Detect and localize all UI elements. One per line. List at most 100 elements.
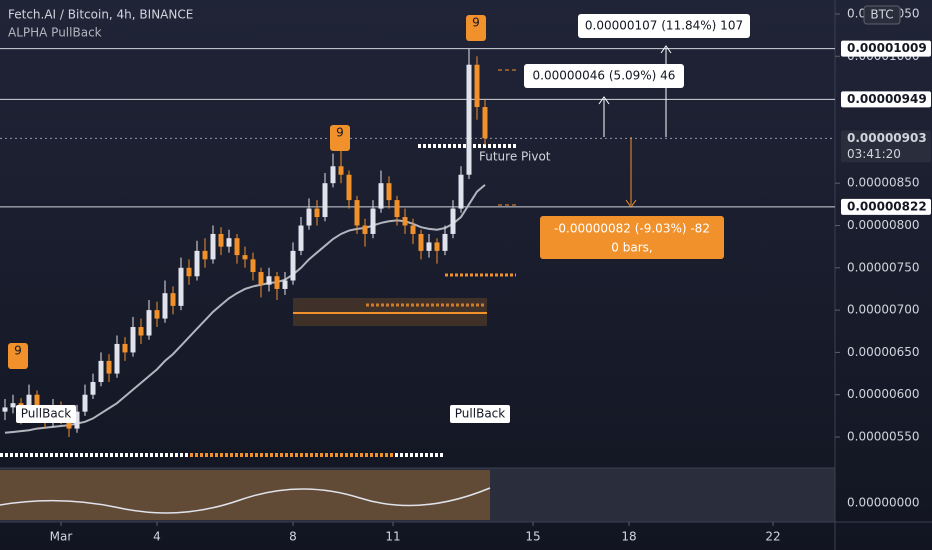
candle-body (98, 360, 104, 383)
candle-body (202, 250, 208, 260)
candle-body (130, 327, 136, 353)
measure-box (578, 14, 750, 38)
candle-body (138, 327, 144, 336)
candle-body (362, 225, 368, 234)
x-tick-label: 8 (289, 530, 297, 544)
arrow-head (598, 96, 610, 105)
pivot-label: Future Pivot (479, 150, 551, 164)
y-tick-label: 0.00000700 (847, 303, 920, 317)
candle-body (410, 225, 416, 234)
candle-body (34, 394, 40, 412)
indicator-pane (0, 468, 835, 522)
candle-body (170, 293, 176, 306)
x-tick-label: 18 (621, 530, 636, 544)
candle-body (114, 343, 120, 374)
candle-body (266, 276, 272, 285)
candle-body (82, 394, 88, 412)
currency-label: BTC (870, 8, 893, 22)
price-label: 0.00000949 (847, 92, 927, 106)
price-label: 0.00000822 (847, 199, 927, 213)
measure-label: -0.00000082 (-9.03%) -82 (554, 222, 710, 236)
candle-body (458, 174, 464, 209)
candle-body (474, 64, 480, 108)
candle-body (314, 208, 320, 218)
chart-title: Fetch.AI / Bitcoin, 4h, BINANCE (8, 8, 193, 22)
candle-body (178, 267, 184, 306)
candle-body (258, 272, 264, 285)
price-label-box (841, 91, 931, 108)
x-tick-label: 15 (525, 530, 540, 544)
indicator-band (0, 470, 490, 520)
marker-label: 9 (336, 126, 344, 140)
sequence-marker (466, 15, 486, 41)
measure-label: 0.00000107 (11.84%) 107 (585, 19, 743, 33)
measure-box (540, 216, 724, 259)
price-label: 0.00001009 (847, 41, 927, 55)
marker-label: 9 (472, 16, 480, 30)
price-label: 0.00000903 (847, 131, 927, 145)
candle-body (2, 407, 8, 412)
candle-body (234, 238, 240, 256)
candle-body (434, 242, 440, 251)
candle-body (10, 403, 16, 408)
indicator-decoration (0, 470, 491, 520)
price-label-box (841, 40, 931, 57)
x-tick-label: 4 (153, 530, 161, 544)
candle-body (450, 208, 456, 234)
marker-label: 9 (14, 344, 22, 358)
candle-body (242, 255, 248, 260)
arrow-head (660, 45, 672, 54)
measure-box (524, 64, 684, 88)
currency-badge[interactable] (863, 5, 901, 25)
y-tick-label: 0.00000750 (847, 260, 920, 274)
y-tick-label: 0.00000600 (847, 387, 920, 401)
candle-body (354, 200, 360, 226)
candle-body (210, 233, 216, 260)
candle-body (338, 166, 344, 175)
price-label-box (841, 130, 931, 163)
arrow-head (625, 199, 637, 208)
pullback-box (450, 405, 510, 423)
x-tick-label: 11 (385, 530, 400, 544)
sequence-marker (330, 125, 350, 151)
pullback-label: PullBack (455, 407, 505, 421)
candle-body (274, 276, 280, 289)
y-tick-label: 0.00000800 (847, 218, 920, 232)
candle-body (106, 360, 112, 374)
candle-body (250, 259, 256, 273)
y-tick-label: 0.00000850 (847, 176, 920, 190)
candle-body (74, 411, 80, 429)
candle-body (442, 233, 448, 251)
candle-body (386, 183, 392, 201)
measure-label: 0 bars, (611, 241, 652, 255)
candle-body (218, 233, 224, 247)
x-tick-label: 22 (765, 530, 780, 544)
candle-body (290, 250, 296, 281)
candle-body (122, 343, 128, 353)
candle-body (162, 293, 168, 319)
candle-body (482, 107, 488, 139)
candle-body (186, 267, 192, 277)
lower-pane-label: 0.00000000 (847, 496, 920, 510)
candle-body (330, 166, 336, 184)
x-tick-label: Mar (50, 530, 73, 544)
y-tick-label: 0.00000550 (847, 430, 920, 444)
sequence-marker (8, 343, 28, 369)
candle-body (378, 183, 384, 209)
candle-body (322, 183, 328, 218)
indicator-line (0, 487, 491, 514)
candle-body (194, 250, 200, 277)
candle-body (426, 242, 432, 251)
price-label-box (841, 198, 931, 215)
y-tick-label: 0.00000650 (847, 345, 920, 359)
pivot-decoration (0, 69, 516, 457)
chart-subtitle: ALPHA PullBack (8, 26, 102, 40)
measure-label: 0.00000046 (5.09%) 46 (533, 69, 676, 83)
candle-body (298, 225, 304, 251)
countdown: 03:41:20 (847, 147, 901, 161)
candle-body (346, 174, 352, 201)
candle-body (466, 64, 472, 175)
candle-body (282, 280, 288, 289)
